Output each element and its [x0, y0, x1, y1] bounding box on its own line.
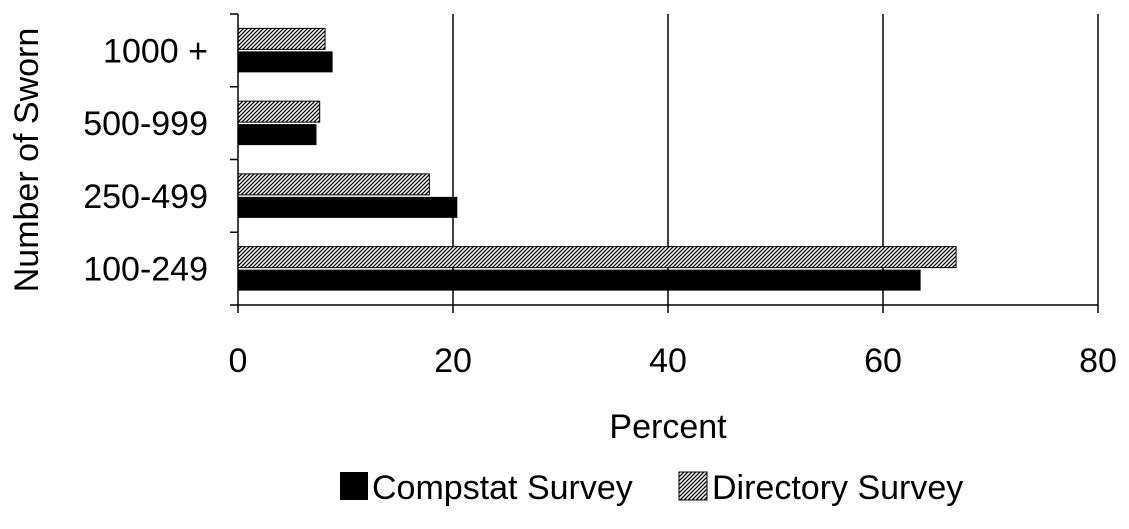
legend: Compstat Survey Directory Survey [340, 469, 963, 507]
y-tick-label: 100-249 [83, 251, 208, 289]
bar-compstat-250-499 [238, 196, 458, 218]
y-tick-label: 250-499 [83, 178, 208, 216]
bar-compstat-100-249 [238, 269, 921, 291]
tick-labels: 0 20 40 60 80 100-249 250-499 500-999 1000 + [83, 32, 1117, 380]
x-axis-label: Percent [609, 408, 727, 446]
axes [230, 13, 1099, 313]
y-tick-label: 500-999 [83, 105, 208, 143]
bar-directory-1000 + [237, 27, 326, 50]
x-tick-label: 60 [864, 342, 902, 380]
y-tick-label: 1000 + [103, 32, 208, 70]
legend-label-directory: Directory Survey [712, 469, 963, 507]
legend-label-compstat: Compstat Survey [372, 469, 633, 507]
bar-directory-100-249 [237, 246, 957, 269]
bars [237, 27, 957, 291]
x-tick-label: 80 [1079, 342, 1117, 380]
y-axis-label: Number of Sworn [8, 28, 46, 293]
x-tick-label: 0 [229, 342, 248, 380]
bar-directory-250-499 [237, 173, 430, 196]
bar-directory-500-999 [237, 100, 321, 123]
bar-compstat-1000 + [238, 51, 333, 73]
legend-swatch-directory [678, 471, 708, 501]
x-tick-label: 20 [434, 342, 472, 380]
legend-swatch-compstat [340, 472, 368, 500]
x-tick-label: 40 [649, 342, 687, 380]
bar-compstat-500-999 [238, 124, 317, 146]
